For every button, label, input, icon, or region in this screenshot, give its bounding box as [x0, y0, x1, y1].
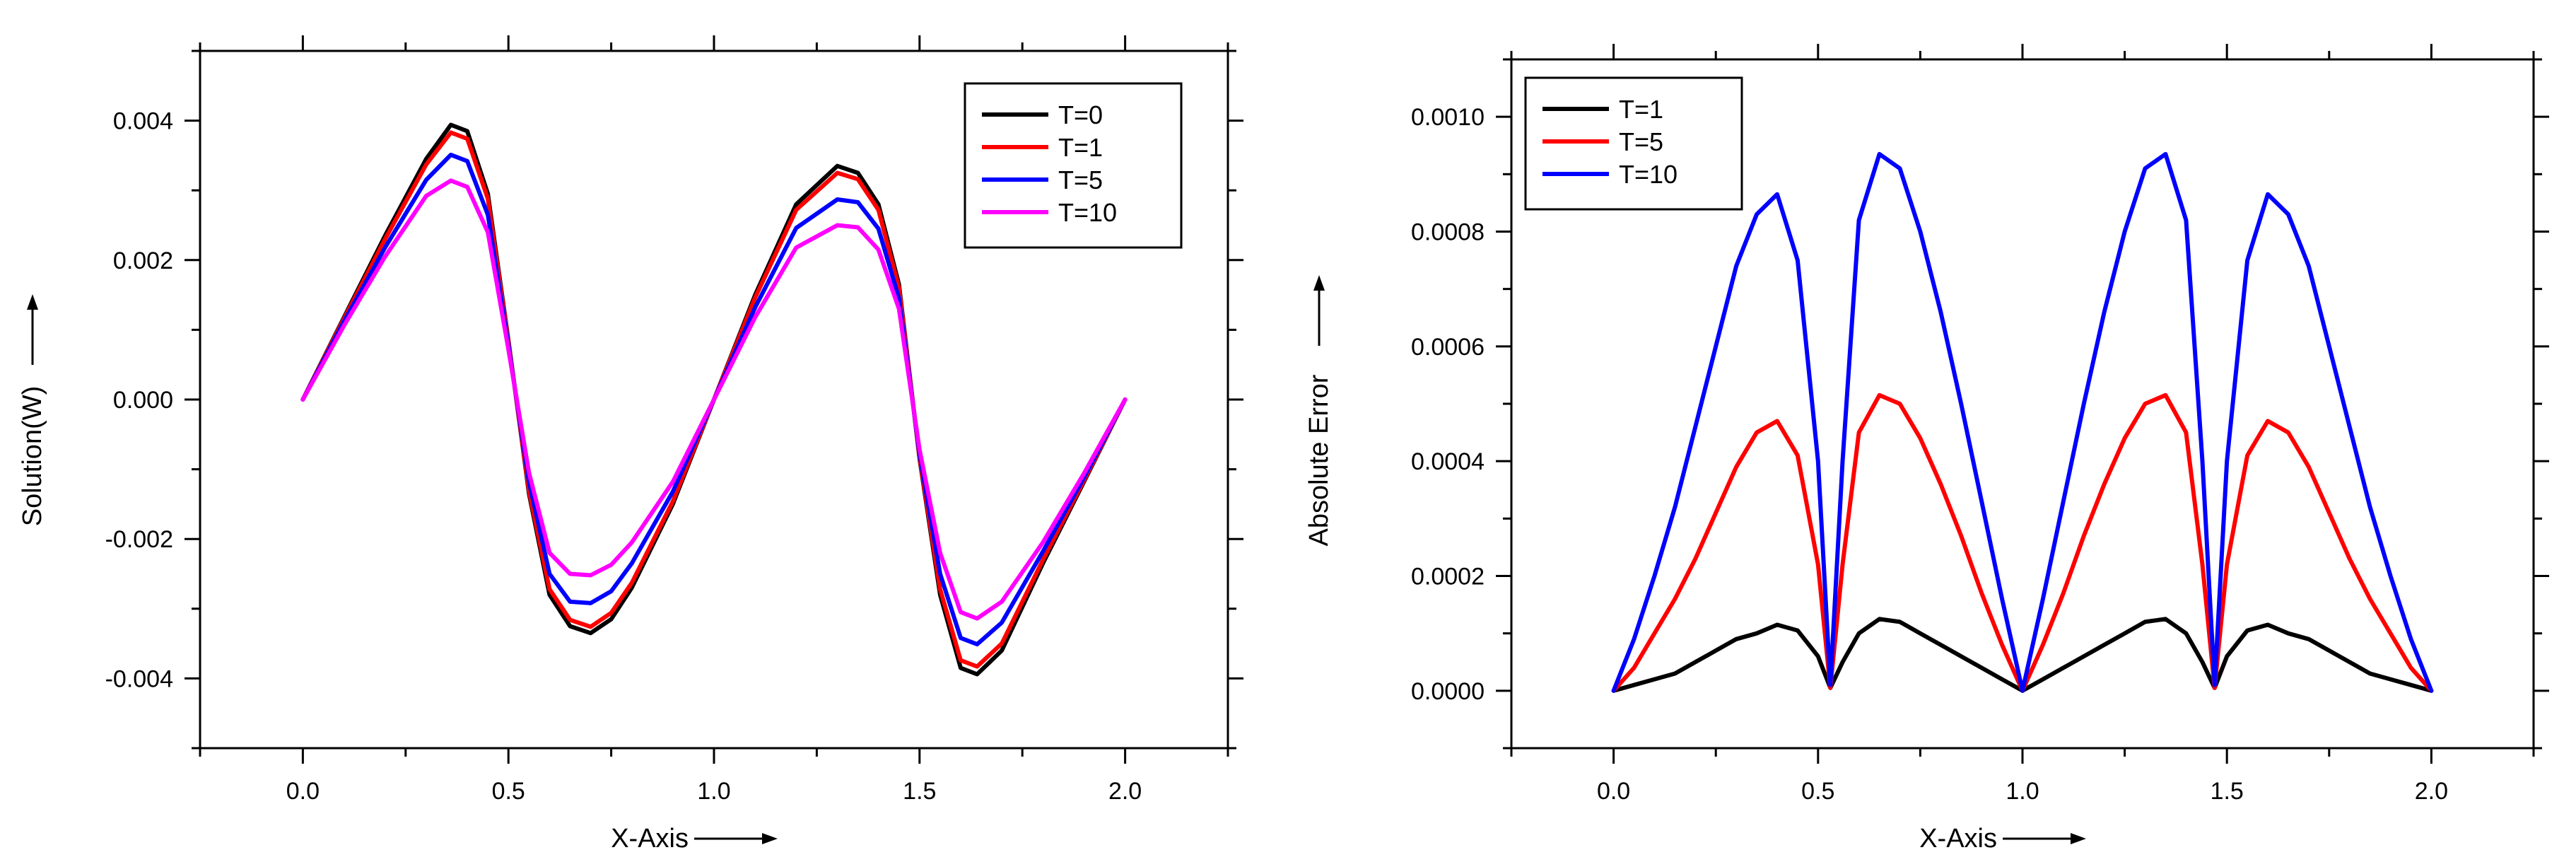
x-tick-label: 1.5 [2211, 778, 2244, 805]
legend-label: T=1 [1058, 133, 1103, 162]
x-tick-label: 1.0 [2006, 778, 2039, 805]
series-line-t-10 [1611, 151, 2434, 693]
x-tick-label: 1.5 [903, 778, 936, 805]
y-axis-title-group: Absolute Error [1304, 374, 1334, 546]
legend-box [964, 82, 1183, 249]
y-tick-label: 0.0006 [1411, 334, 1485, 361]
x-tick-label: 0.5 [1801, 778, 1834, 805]
y-tick-label: 0.0008 [1411, 219, 1485, 246]
legend-label: T=5 [1619, 127, 1663, 156]
y-tick-label: 0.0004 [1411, 448, 1485, 475]
y-axis-arrowhead [27, 294, 38, 310]
y-tick-label: 0.0000 [1411, 678, 1485, 705]
x-tick-label: 0.5 [492, 778, 525, 805]
x-axis-arrowhead [2071, 833, 2086, 844]
y-axis-title: Absolute Error [1304, 374, 1334, 546]
y-axis-title-group: Solution(W) [18, 386, 47, 527]
y-tick-label: -0.002 [105, 526, 173, 553]
series-line-t-5 [300, 152, 1128, 647]
x-axis-arrowhead [762, 833, 778, 844]
legend-label: T=1 [1619, 95, 1663, 124]
y-tick-label: 0.000 [113, 387, 173, 414]
y-axis-title: Solution(W) [18, 386, 47, 527]
legend-label: T=10 [1058, 198, 1117, 227]
x-tick-label: 2.0 [2415, 778, 2448, 805]
y-tick-label: 0.0002 [1411, 564, 1485, 590]
x-tick-label: 0.0 [1597, 778, 1630, 805]
legend-label: T=5 [1058, 165, 1103, 194]
legend-label: T=0 [1058, 100, 1103, 129]
solution-chart: 0.0 0.5 1.0 1.5 2.0 -0.004 -0.002 0.000 0.002 0.0… [18, 35, 1243, 854]
series-line-t-10 [300, 178, 1128, 621]
x-tick-label: 0.0 [286, 778, 320, 805]
legend-label: T=10 [1619, 160, 1678, 189]
x-tick-label: 1.0 [697, 778, 730, 805]
y-tick-label: 0.004 [113, 108, 173, 135]
x-axis-title: X-Axis [611, 824, 689, 854]
y-tick-label: -0.004 [105, 665, 173, 692]
x-axis-title: X-Axis [1919, 824, 1997, 854]
x-tick-label: 2.0 [1108, 778, 1142, 805]
y-axis-arrowhead [1313, 275, 1325, 291]
absolute-error-chart: 0.0 0.5 1.0 1.5 2.0 0.0000 0.0002 0.0004 0.0006 0… [1304, 44, 2549, 854]
y-tick-label: 0.0010 [1411, 104, 1485, 131]
y-tick-label: 0.002 [113, 247, 173, 274]
